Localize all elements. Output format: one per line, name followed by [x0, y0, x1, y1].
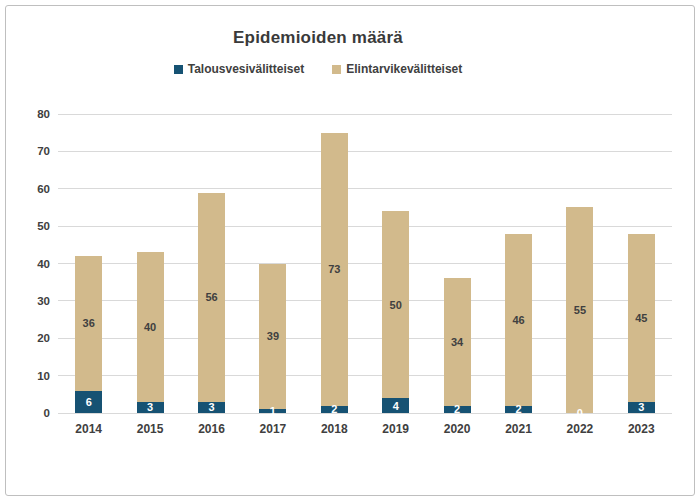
y-axis-tick-label: 10 [10, 369, 50, 383]
data-label-elintarvike-2020: 34 [444, 278, 471, 405]
data-label-talousvesi-2016: 3 [198, 402, 225, 413]
data-label-talousvesi-2014: 6 [75, 391, 102, 413]
y-axis-tick-label: 20 [10, 331, 50, 345]
x-axis-tick-label-2017: 2017 [243, 422, 303, 436]
bar-group-2022: 055 [566, 207, 593, 413]
bar-group-2023: 345 [628, 234, 655, 413]
gridline-70 [58, 151, 672, 152]
data-label-talousvesi-2020: 2 [444, 406, 471, 413]
y-axis-tick-label: 70 [10, 144, 50, 158]
data-label-talousvesi-2015: 3 [137, 402, 164, 413]
bar-group-2018: 273 [321, 133, 348, 413]
x-axis-tick-label-2018: 2018 [304, 422, 364, 436]
plot-area: 0102030405060708063620143402015356201613… [58, 114, 672, 413]
bar-group-2014: 636 [75, 256, 102, 413]
bar-group-2015: 340 [137, 252, 164, 413]
bar-group-2021: 246 [505, 234, 532, 413]
legend-item-talousvesi: Talousvesivälitteiset [174, 62, 305, 76]
data-label-elintarvike-2016: 56 [198, 193, 225, 402]
legend-label-talousvesi: Talousvesivälitteiset [188, 62, 305, 76]
data-label-elintarvike-2022: 55 [566, 207, 593, 413]
x-axis-tick-label-2014: 2014 [59, 422, 119, 436]
legend-label-elintarvike: Elintarvikevälitteiset [346, 62, 462, 76]
data-label-elintarvike-2019: 50 [382, 211, 409, 398]
bar-group-2019: 450 [382, 211, 409, 413]
data-label-elintarvike-2014: 36 [75, 256, 102, 391]
x-axis-tick-label-2022: 2022 [550, 422, 610, 436]
x-axis-tick-label-2023: 2023 [611, 422, 671, 436]
legend-swatch-talousvesi-icon [174, 65, 183, 74]
y-axis-tick-label: 40 [10, 257, 50, 271]
bar-group-2020: 234 [444, 278, 471, 413]
data-label-talousvesi-2018: 2 [321, 406, 348, 413]
chart-title: Epidemioiden määrä [0, 28, 636, 48]
x-axis-tick-label-2015: 2015 [120, 422, 180, 436]
y-axis-tick-label: 50 [10, 219, 50, 233]
data-label-talousvesi-2021: 2 [505, 406, 532, 413]
chart-window: Epidemioiden määrä Talousvesivälitteiset… [0, 0, 700, 501]
y-axis-tick-label: 30 [10, 294, 50, 308]
data-label-elintarvike-2021: 46 [505, 234, 532, 406]
data-label-talousvesi-2023: 3 [628, 402, 655, 413]
data-label-elintarvike-2015: 40 [137, 252, 164, 402]
data-label-talousvesi-2019: 4 [382, 398, 409, 413]
data-label-elintarvike-2018: 73 [321, 133, 348, 406]
data-label-talousvesi-2017: 1 [259, 409, 286, 413]
data-label-elintarvike-2017: 39 [259, 264, 286, 410]
y-axis-tick-label: 0 [10, 406, 50, 420]
data-label-elintarvike-2023: 45 [628, 234, 655, 402]
legend-swatch-elintarvike-icon [332, 65, 341, 74]
x-axis-tick-label-2016: 2016 [182, 422, 242, 436]
y-axis-tick-label: 60 [10, 182, 50, 196]
chart-legend: Talousvesivälitteiset Elintarvikevälitte… [0, 62, 636, 76]
y-axis-tick-label: 80 [10, 107, 50, 121]
bar-group-2017: 139 [259, 264, 286, 414]
bar-group-2016: 356 [198, 193, 225, 414]
gridline-60 [58, 188, 672, 189]
x-axis-tick-label-2021: 2021 [489, 422, 549, 436]
gridline-80 [58, 114, 672, 115]
legend-item-elintarvike: Elintarvikevälitteiset [332, 62, 462, 76]
x-axis-tick-label-2019: 2019 [366, 422, 426, 436]
x-axis-tick-label-2020: 2020 [427, 422, 487, 436]
